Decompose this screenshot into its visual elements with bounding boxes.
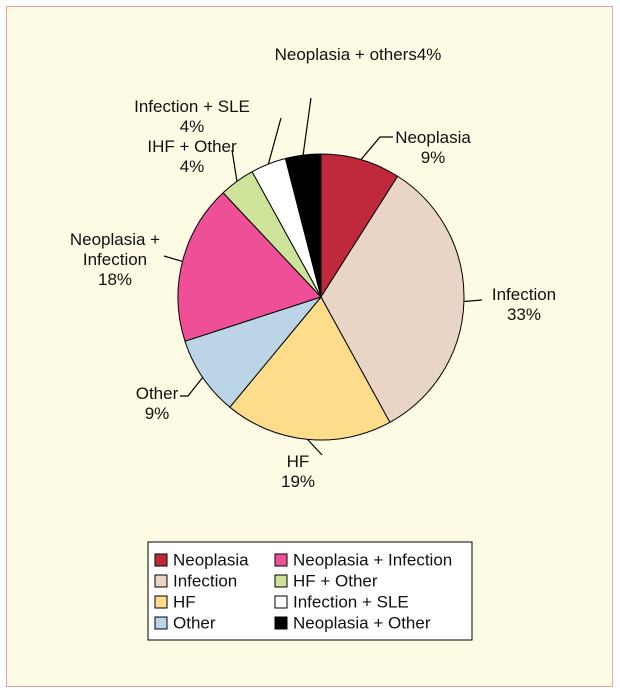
slice-label: Infection + SLE 4% (134, 97, 250, 137)
pie-slice (177, 192, 322, 342)
slice-value: 9% (144, 404, 170, 423)
pie-slice (229, 296, 391, 441)
slice-label: Neoplasia 9% (395, 128, 471, 168)
slice-value: 4% (179, 157, 205, 176)
slice-label: Neoplasia + others4% (275, 45, 442, 65)
slice-name: Neoplasia (395, 128, 471, 147)
slice-label: Neoplasia + Infection 18% (65, 230, 165, 290)
legend-label: Neoplasia + Other (293, 613, 431, 632)
slice-label: Infection 33% (492, 285, 556, 325)
leader-line (463, 299, 483, 303)
pie-slice (184, 295, 323, 408)
leader-line (302, 97, 312, 156)
slice-name: IHF + Other (147, 137, 237, 156)
legend-swatch (274, 616, 288, 630)
slice-value: 4% (179, 117, 205, 136)
legend-label: Other (173, 613, 216, 632)
slice-value: 19% (280, 472, 316, 491)
slice-name: Infection + SLE (134, 97, 250, 116)
slice-name: Neoplasia + others (274, 45, 417, 64)
slice-name: Other (135, 384, 179, 403)
legend-label: Neoplasia + Infection (293, 550, 452, 569)
slice-value: 4% (416, 45, 442, 64)
legend-label: Infection (173, 571, 237, 590)
legend-label: HF + Other (293, 571, 378, 590)
legend-swatch (274, 595, 288, 609)
slice-value: 33% (506, 305, 542, 324)
slice-name: Neoplasia + Infection (69, 230, 161, 269)
slice-label: IHF + Other 4% (147, 137, 236, 177)
slice-value: 18% (97, 270, 133, 289)
legend-box (147, 541, 473, 641)
slice-value: 9% (420, 148, 446, 167)
legend-swatch (154, 616, 168, 630)
leader-line (163, 255, 183, 263)
leader-line (180, 377, 204, 397)
pie-slice (284, 153, 322, 298)
leader-line (231, 149, 238, 182)
legend-label: Infection + SLE (293, 592, 409, 611)
slice-label: HF 19% (281, 452, 315, 492)
legend-swatch (154, 595, 168, 609)
leader-line (307, 438, 323, 456)
legend-swatch (274, 574, 288, 588)
legend-swatch (154, 553, 168, 567)
legend-label: Neoplasia (173, 550, 249, 569)
leader-line (267, 117, 282, 165)
slice-label: Other 9% (136, 384, 179, 424)
legend-label: HF (173, 592, 196, 611)
slice-name: HF (286, 452, 310, 471)
slice-name: Infection (491, 285, 557, 304)
leader-line (360, 136, 393, 161)
legend-swatch (274, 553, 288, 567)
legend-swatch (154, 574, 168, 588)
pie-slice (320, 153, 399, 299)
